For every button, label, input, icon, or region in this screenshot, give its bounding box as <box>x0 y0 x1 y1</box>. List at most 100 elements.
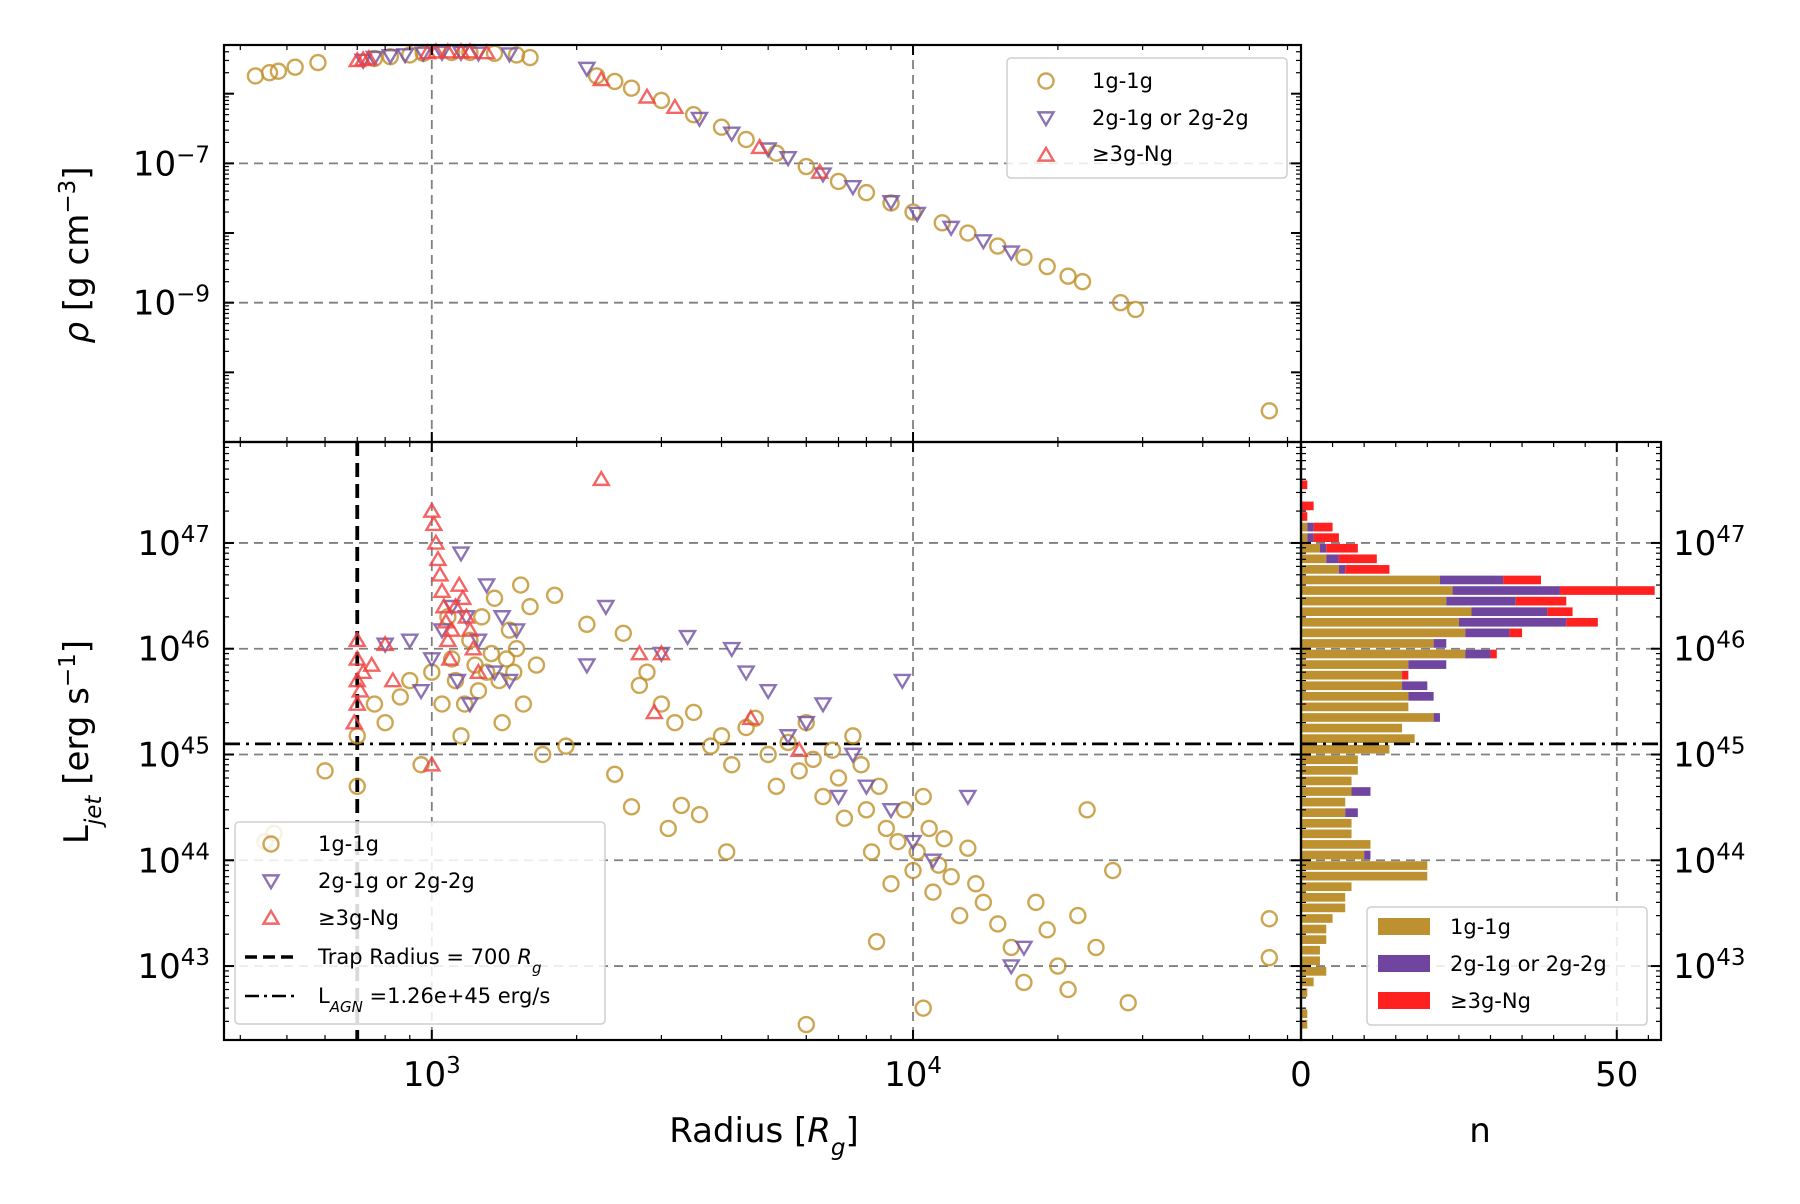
main-point-s0 <box>348 777 366 796</box>
hist-bar-2 <box>1301 480 1308 490</box>
top-point-s1 <box>353 53 373 70</box>
main-point-s1 <box>903 834 923 852</box>
hist-bar-0 <box>1301 607 1472 617</box>
main-point-s2 <box>344 713 364 730</box>
hist-bar-2 <box>1490 649 1497 659</box>
main-point-s0 <box>659 819 677 838</box>
main-point-s0 <box>935 829 953 848</box>
main-point-s0 <box>712 727 731 745</box>
main-point-s0 <box>967 875 985 893</box>
main-point-s1 <box>400 633 420 650</box>
hist-bar-0 <box>1301 649 1466 659</box>
main-point-s0 <box>316 762 334 780</box>
main-point-s0 <box>767 777 786 796</box>
main-point-s0 <box>797 1015 815 1034</box>
top-y-tick-label: 10−7 <box>133 142 210 184</box>
hist-bar-0 <box>1301 977 1314 987</box>
main-point-s0 <box>630 676 649 695</box>
top-y-tick-label: 10−9 <box>133 282 210 324</box>
main-point-s0 <box>737 718 755 737</box>
main-point-s1 <box>881 802 901 820</box>
hist-bar-1 <box>1319 543 1327 553</box>
main-y-tick-label: 1047 <box>137 522 210 564</box>
main-y-axis-label: Ljet [erg s−1] <box>55 640 107 844</box>
top-point-s1 <box>941 220 961 237</box>
main-point-s0 <box>391 688 409 706</box>
main-point-s0 <box>895 801 914 819</box>
main-point-s0 <box>507 640 526 658</box>
hist-bar-0 <box>1301 988 1308 997</box>
main-point-s0 <box>452 727 470 745</box>
main-point-s0 <box>1260 948 1279 967</box>
top-point-s1 <box>778 151 798 168</box>
main-point-s0 <box>835 809 854 827</box>
main-point-s0 <box>666 713 684 732</box>
main-point-s0 <box>401 671 419 690</box>
top-legend: 1g-1g 2g-1g or 2g-2g ≥3g-Ng <box>1006 57 1288 179</box>
top-point-s2 <box>637 87 657 104</box>
hist-bar-1 <box>1465 649 1491 659</box>
main-point-s2 <box>460 620 480 637</box>
main-point-s1 <box>1014 940 1034 957</box>
hist-bar-1 <box>1471 607 1548 617</box>
hist-bar-0 <box>1301 533 1308 542</box>
hist-bar-2 <box>1515 596 1567 606</box>
top-point-s0 <box>1038 257 1056 276</box>
hist-bar-0 <box>1301 713 1434 722</box>
main-x-axis-label: Radius [Rg] <box>669 1111 859 1161</box>
main-panel-reference-lines <box>224 442 1301 1040</box>
hist-bar-0 <box>1301 818 1352 828</box>
hist-bar-1 <box>1408 660 1447 669</box>
top-point-s0 <box>269 62 288 80</box>
main-point-s0 <box>446 671 465 690</box>
hist-bar-1 <box>1465 628 1510 638</box>
main-legend-label-1g1g: 1g-1g <box>318 832 379 856</box>
hist-bar-0 <box>1301 628 1466 638</box>
hist-bar-0 <box>1301 596 1447 606</box>
hist-bar-1 <box>1433 639 1447 648</box>
hist-bar-1 <box>1433 713 1440 722</box>
main-point-s1 <box>1001 959 1021 976</box>
top-point-s0 <box>622 79 641 97</box>
hist-bar-1 <box>1452 586 1560 595</box>
hist-bar-0 <box>1301 691 1409 701</box>
main-legend-label-3g: ≥3g-Ng <box>318 906 399 930</box>
top-point-s1 <box>1001 245 1021 262</box>
main-point-s0 <box>790 762 808 780</box>
main-point-s2 <box>789 740 809 757</box>
hist-bar-0 <box>1301 734 1415 743</box>
top-legend-marker-1 <box>1036 111 1056 128</box>
main-point-s0 <box>904 861 922 880</box>
top-legend-marker-0 <box>1037 72 1055 90</box>
main-point-s0 <box>455 695 474 713</box>
main-point-s0 <box>443 650 461 668</box>
tick-labels: 10−710−910431044104510461047104310441045… <box>133 142 1746 1095</box>
hist-bar-1 <box>1307 533 1314 542</box>
hist-bar-2 <box>1402 670 1409 680</box>
main-point-s0 <box>974 893 993 912</box>
main-point-s2 <box>347 671 367 688</box>
main-point-s0 <box>511 576 530 594</box>
top-point-s1 <box>907 206 927 224</box>
main-legend: 1g-1g 2g-1g or 2g-2g ≥3g-Ng Trap Radius … <box>234 821 606 1025</box>
main-point-s0 <box>779 733 797 752</box>
top-point-s2 <box>451 42 471 59</box>
main-point-s1 <box>722 641 742 659</box>
main-point-s2 <box>453 588 473 606</box>
hist-bar-0 <box>1301 565 1339 574</box>
hist-bar-0 <box>1301 882 1352 892</box>
main-point-s0 <box>469 682 488 700</box>
main-point-s0 <box>376 713 394 732</box>
main-point-s0 <box>914 999 932 1017</box>
main-point-s0 <box>942 867 960 886</box>
main-point-s1 <box>468 633 489 650</box>
main-point-s1 <box>677 629 698 647</box>
hist-bar-1 <box>1408 691 1434 701</box>
main-point-s0 <box>857 801 876 819</box>
hist-bar-0 <box>1301 914 1333 923</box>
hist-bar-0 <box>1301 797 1346 807</box>
main-point-s2 <box>445 597 466 614</box>
main-point-s2 <box>434 597 454 614</box>
hist-bar-0 <box>1301 829 1352 839</box>
main-point-s2 <box>347 630 367 648</box>
